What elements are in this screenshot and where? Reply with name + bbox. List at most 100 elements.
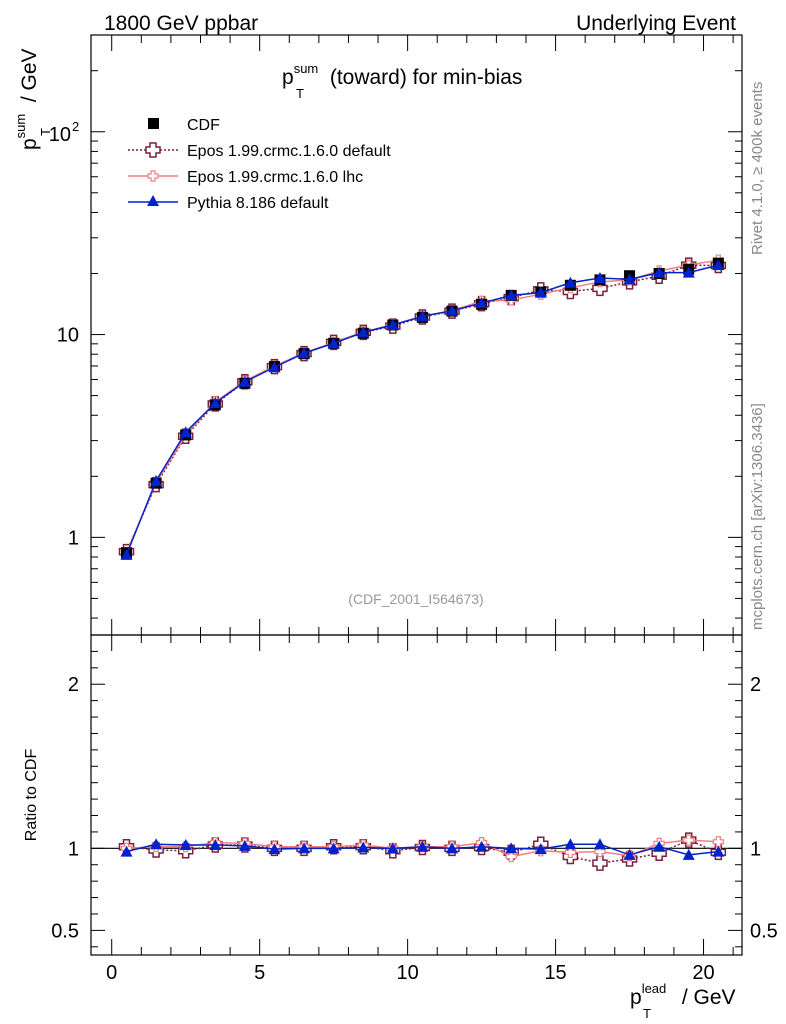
mcplots-label: mcplots.cern.ch [arXiv:1306.3436]: [749, 403, 766, 630]
marker-pythia-8-186-default-8: [357, 326, 370, 338]
legend-marker-cdf: [148, 118, 159, 129]
legend-marker-epos-default: [145, 142, 161, 158]
legend-marker-pythia: [147, 195, 159, 206]
rivet-label: Rivet 4.1.0, ≥ 400k events: [749, 82, 766, 255]
marker-pythia-8-186-default-15: [564, 276, 577, 288]
marker-ratio-pythia-8-186-default-5: [268, 843, 281, 855]
ratio-x-ticks: 0 5 10 15 20: [106, 635, 734, 984]
marker-ratio-epos-1-99-crmc-1-6-0-lhc-20: [712, 836, 724, 848]
marker-ratio-pythia-8-186-default-17: [623, 848, 636, 860]
ratio-series-group: [118, 832, 727, 871]
marker-ratio-pythia-8-186-default-15: [564, 838, 577, 850]
marker-ratio-pythia-8-186-default-6: [298, 842, 311, 854]
legend-label-pythia: Pythia 8.186 default: [187, 195, 329, 212]
x-axis-label: plead T / GeV: [630, 981, 736, 1021]
plot-title-sup: sum: [294, 61, 319, 76]
ratio-y-tick-label-right: 0.5: [750, 920, 778, 942]
plot-title: psum T (toward) for min-bias: [282, 61, 522, 101]
marker-ratio-epos-1-99-crmc-1-6-0-lhc-19: [683, 834, 695, 846]
legend-label-cdf: CDF: [187, 117, 220, 134]
ratio-plot-panel: 0.5 0.5 1 1 2 2 0 5 10 15 20 Ratio to CDF plead T …: [23, 634, 778, 1021]
main-series-pythia-8-186-default: [120, 259, 725, 560]
x-label-sub: T: [643, 1006, 651, 1021]
ratio-plot-frame: [90, 634, 743, 956]
marker-pythia-8-186-default-3: [209, 396, 222, 408]
marker-ratio-pythia-8-186-default-12: [475, 840, 488, 852]
marker-ratio-epos-1-99-crmc-1-6-0-lhc-13: [505, 850, 517, 863]
marker-pythia-8-186-default-16: [593, 272, 606, 284]
x-tick-label: 5: [254, 962, 265, 984]
marker-pythia-8-186-default-0: [120, 548, 133, 560]
ratio-y-tick-label-left: 0.5: [51, 920, 79, 942]
plot-title-sub: T: [296, 86, 304, 101]
marker-ratio-pythia-8-186-default-10: [416, 840, 429, 852]
marker-pythia-8-186-default-6: [298, 347, 311, 359]
marker-ratio-pythia-8-186-default-3: [209, 839, 222, 851]
marker-pythia-8-186-default-18: [653, 266, 666, 278]
marker-pythia-8-186-default-1: [150, 474, 163, 486]
legend-entry-cdf: CDF: [148, 117, 220, 134]
marker-pythia-8-186-default-11: [446, 304, 459, 316]
marker-ratio-pythia-8-186-default-9: [386, 842, 399, 854]
marker-pythia-8-186-default-5: [268, 361, 281, 373]
main-x-ticks: [111, 35, 734, 635]
marker-ratio-pythia-8-186-default-16: [593, 838, 606, 850]
ratio-series-pythia-8-186-default: [120, 838, 725, 860]
marker-ratio-epos-1-99-crmc-1-6-0-lhc-15: [564, 846, 576, 859]
marker-pythia-8-186-default-20: [712, 259, 725, 271]
marker-pythia-8-186-default-2: [179, 426, 192, 438]
x-tick-label: 10: [396, 962, 418, 984]
x-label-rest: / GeV: [676, 986, 736, 1009]
header-right: Underlying Event: [576, 12, 736, 35]
marker-ratio-pythia-8-186-default-7: [327, 842, 340, 854]
ratio-y-tick-label-left: 2: [68, 674, 79, 696]
marker-ratio-pythia-8-186-default-14: [534, 843, 547, 855]
legend-entry-epos-lhc: Epos 1.99.crmc.1.6.0 lhc: [128, 169, 363, 186]
ratio-y-tick-label-left: 1: [68, 838, 79, 860]
marker-ratio-pythia-8-186-default-2: [179, 839, 192, 851]
ratio-y-tick-label-right: 1: [750, 838, 761, 860]
main-series-group: [118, 254, 727, 560]
plot-title-rest: (toward) for min-bias: [324, 66, 522, 89]
main-y-axis-label: psum T / GeV: [13, 48, 53, 150]
main-y-tick-label: 10: [57, 325, 79, 347]
analysis-id: (CDF_2001_I564673): [348, 591, 483, 607]
marker-ratio-epos-1-99-crmc-1-6-0-default-16: [592, 855, 608, 871]
legend: CDF Epos 1.99.crmc.1.6.0 default Epos 1.…: [128, 117, 391, 212]
marker-ratio-pythia-8-186-default-11: [446, 842, 459, 854]
main-y-tick-label: 10: [49, 124, 71, 146]
header-left: 1800 GeV ppbar: [104, 12, 258, 35]
legend-marker-epos-lhc: [147, 170, 159, 182]
marker-ratio-epos-1-99-crmc-1-6-0-lhc-16: [594, 846, 606, 858]
legend-label-epos-lhc: Epos 1.99.crmc.1.6.0 lhc: [187, 169, 363, 186]
x-label-sup: lead: [642, 981, 667, 996]
ratio-y-axis-label: Ratio to CDF: [23, 749, 40, 842]
main-y-label-main: p: [18, 138, 41, 150]
x-tick-label: 20: [692, 962, 714, 984]
marker-ratio-pythia-8-186-default-1: [150, 838, 163, 850]
marker-pythia-8-186-default-7: [327, 337, 340, 349]
marker-ratio-pythia-8-186-default-0: [120, 845, 133, 857]
marker-ratio-pythia-8-186-default-19: [682, 848, 695, 860]
legend-entry-pythia: Pythia 8.186 default: [128, 195, 329, 212]
main-y-label-rest: / GeV: [18, 48, 41, 108]
x-tick-label: 0: [106, 962, 117, 984]
marker-pythia-8-186-default-4: [238, 375, 251, 387]
marker-ratio-pythia-8-186-default-13: [505, 842, 518, 854]
marker-ratio-pythia-8-186-default-18: [653, 840, 666, 852]
main-y-tick-label: 1: [68, 527, 79, 549]
x-tick-label: 15: [544, 962, 566, 984]
marker-pythia-8-186-default-19: [682, 266, 695, 278]
legend-label-epos-default: Epos 1.99.crmc.1.6.0 default: [187, 143, 391, 160]
marker-ratio-pythia-8-186-default-8: [357, 841, 370, 853]
marker-pythia-8-186-default-14: [534, 286, 547, 298]
x-label-main: p: [630, 986, 642, 1009]
main-y-label-sup: sum: [13, 114, 28, 139]
marker-pythia-8-186-default-9: [386, 318, 399, 330]
marker-pythia-8-186-default-10: [416, 310, 429, 322]
marker-pythia-8-186-default-17: [623, 273, 636, 285]
marker-pythia-8-186-default-12: [475, 297, 488, 309]
